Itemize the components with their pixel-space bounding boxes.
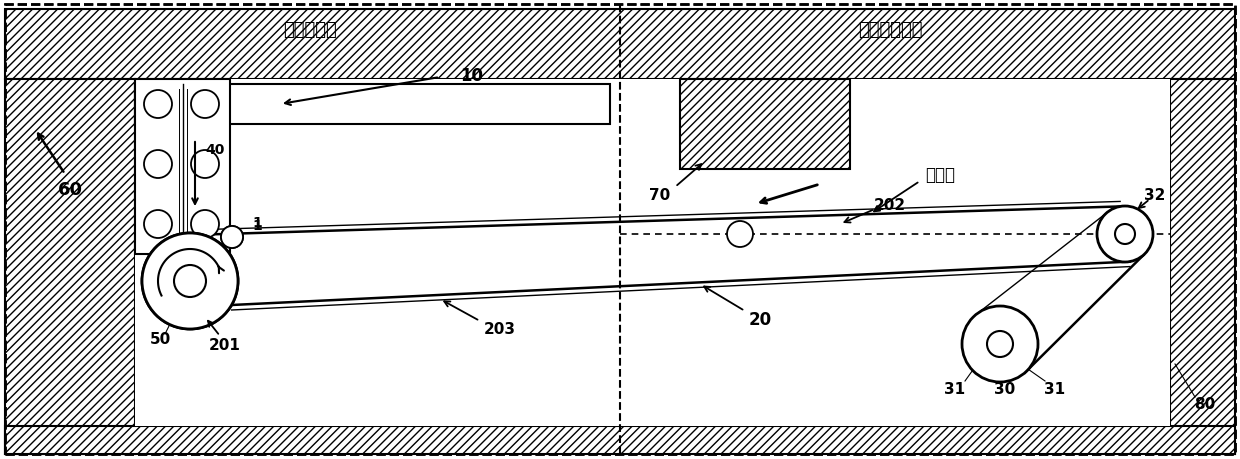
Bar <box>135 85 610 125</box>
Text: 10: 10 <box>460 67 484 85</box>
Text: 203: 203 <box>484 322 516 337</box>
Text: 成型后卸料区: 成型后卸料区 <box>858 21 923 39</box>
Circle shape <box>191 211 219 239</box>
Text: 1: 1 <box>252 216 262 230</box>
Bar <box>5 426 1235 454</box>
Bar <box>620 80 1171 426</box>
Text: 液面线: 液面线 <box>925 166 955 184</box>
Circle shape <box>221 226 243 248</box>
Circle shape <box>143 234 238 329</box>
Circle shape <box>1097 207 1153 263</box>
Text: 70: 70 <box>650 187 671 202</box>
Text: 1: 1 <box>252 218 262 233</box>
Text: 80: 80 <box>1194 397 1215 412</box>
Text: 40: 40 <box>205 143 224 157</box>
Text: 固化工作区: 固化工作区 <box>283 21 337 39</box>
Text: 50: 50 <box>149 332 171 347</box>
Circle shape <box>191 151 219 179</box>
Text: 31: 31 <box>945 382 966 397</box>
Circle shape <box>144 151 172 179</box>
Text: 31: 31 <box>1044 382 1065 397</box>
Text: 32: 32 <box>1145 187 1166 202</box>
Bar <box>680 80 849 170</box>
Text: 201: 201 <box>210 337 241 352</box>
Bar <box>1171 80 1235 454</box>
Circle shape <box>191 91 219 119</box>
Circle shape <box>727 222 753 247</box>
Circle shape <box>221 226 243 248</box>
Bar <box>135 80 620 426</box>
Bar <box>135 80 229 254</box>
Text: 20: 20 <box>749 310 771 328</box>
Text: 202: 202 <box>874 197 906 212</box>
Circle shape <box>144 91 172 119</box>
Text: 30: 30 <box>994 382 1016 397</box>
Circle shape <box>962 306 1038 382</box>
Bar <box>5 80 135 454</box>
Bar <box>5 10 1235 80</box>
Circle shape <box>144 211 172 239</box>
Text: 60: 60 <box>57 180 83 199</box>
Circle shape <box>143 234 238 329</box>
